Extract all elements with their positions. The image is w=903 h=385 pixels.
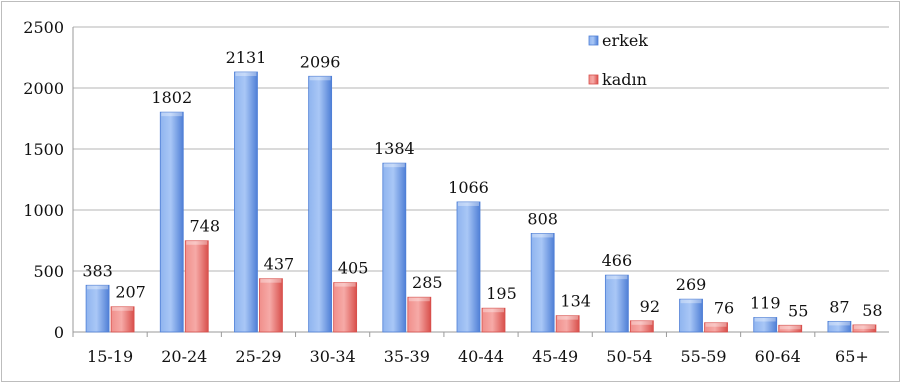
data-label-erkek: 383 xyxy=(82,261,113,280)
data-label-erkek: 119 xyxy=(750,293,781,312)
data-label-erkek: 2131 xyxy=(226,48,267,67)
bar-erkek-65+ xyxy=(827,320,852,333)
data-label-kadın: 748 xyxy=(189,217,220,236)
data-label-kadın: 92 xyxy=(640,297,660,316)
y-tick-label: 2000 xyxy=(23,79,64,98)
x-tick-label: 35-39 xyxy=(384,347,430,366)
bar-highlight xyxy=(260,278,282,283)
data-label-kadın: 405 xyxy=(338,259,369,278)
bar-highlight xyxy=(754,317,776,322)
bar-highlight xyxy=(161,112,183,117)
data-label-erkek: 1384 xyxy=(374,139,415,158)
x-tick-label: 30-34 xyxy=(310,347,356,366)
bar-highlight xyxy=(458,201,479,206)
bar-erkek-60-64 xyxy=(753,317,778,333)
bar-kadın-65+ xyxy=(852,324,877,333)
bar-highlight xyxy=(483,308,504,313)
data-label-erkek: 87 xyxy=(829,297,849,316)
x-tick-label: 15-19 xyxy=(87,347,133,366)
bar-erkek-40-44 xyxy=(456,201,481,333)
bar-highlight xyxy=(309,76,331,81)
legend-swatch-kadin xyxy=(588,74,599,85)
bar-highlight xyxy=(606,275,628,280)
data-label-kadın: 134 xyxy=(560,292,591,311)
bar-highlight xyxy=(186,240,208,245)
bar-highlight xyxy=(235,72,257,77)
y-tick-label: 0 xyxy=(54,323,64,342)
bar-kadın-60-64 xyxy=(778,324,803,333)
bar-erkek-45-49 xyxy=(530,233,555,333)
bar-highlight xyxy=(532,233,554,238)
axes: 0 500 1000 1500 2000 2500 15-19 20-24 25-29 30-34… xyxy=(23,18,889,366)
x-tick-label: 45-49 xyxy=(532,347,578,366)
bar-kadın-35-39 xyxy=(407,296,432,333)
bar-kadın-15-19 xyxy=(110,306,135,333)
legend-label-kadin: kadın xyxy=(602,70,647,89)
bar-kadın-55-59 xyxy=(704,322,728,333)
y-tick-label: 2500 xyxy=(23,18,64,37)
x-tick-label: 40-44 xyxy=(458,347,504,366)
x-tick-label: 65+ xyxy=(835,347,869,366)
y-tick-label: 500 xyxy=(33,262,64,281)
bar-erkek-30-34 xyxy=(308,75,333,333)
data-label-kadın: 437 xyxy=(264,255,295,274)
data-label-erkek: 808 xyxy=(527,209,558,228)
bar-kadın-25-29 xyxy=(259,278,283,333)
bar-erkek-20-24 xyxy=(159,111,184,333)
data-label-kadın: 55 xyxy=(788,301,808,320)
legend-swatch-erkek xyxy=(588,35,599,46)
bar-highlight xyxy=(779,325,801,330)
x-tick-label: 20-24 xyxy=(161,347,207,366)
y-tick-label: 1000 xyxy=(23,201,64,220)
bar-highlight xyxy=(112,306,134,311)
legend: erkek kadın xyxy=(588,31,648,89)
x-tick-label: 25-29 xyxy=(235,347,281,366)
bar-erkek-15-19 xyxy=(85,284,110,333)
bar-highlight xyxy=(680,299,702,304)
bar-erkek-50-54 xyxy=(604,274,629,333)
bar-highlight xyxy=(705,322,727,327)
bar-highlight xyxy=(828,321,850,326)
bar-kadın-50-54 xyxy=(629,320,654,333)
bar-kadın-45-49 xyxy=(555,315,580,333)
x-tick-label: 50-54 xyxy=(606,347,652,366)
y-tick-label: 1500 xyxy=(23,140,64,159)
bar-kadın-40-44 xyxy=(481,307,506,333)
bar-erkek-25-29 xyxy=(234,71,258,333)
data-label-erkek: 1802 xyxy=(151,88,192,107)
data-label-erkek: 269 xyxy=(676,275,707,294)
bar-highlight xyxy=(557,315,579,320)
bar-highlight xyxy=(853,324,875,329)
bar-kadın-30-34 xyxy=(333,282,358,333)
data-label-kadın: 195 xyxy=(486,284,517,303)
data-label-erkek: 2096 xyxy=(300,52,341,71)
bar-highlight xyxy=(87,285,109,290)
data-label-erkek: 466 xyxy=(602,251,633,270)
bar-erkek-35-39 xyxy=(382,162,407,333)
data-labels: 383 1802 2131 2096 1384 1066 808 466 269 119 87 207… xyxy=(82,48,882,320)
x-tick-label: 55-59 xyxy=(680,347,726,366)
bar-highlight xyxy=(408,297,430,302)
bar-erkek-55-59 xyxy=(679,298,703,333)
data-label-kadın: 76 xyxy=(714,299,734,318)
bar-highlight xyxy=(383,163,405,168)
data-label-erkek: 1066 xyxy=(448,178,489,197)
legend-label-erkek: erkek xyxy=(602,31,648,50)
data-label-kadın: 207 xyxy=(115,283,146,302)
data-label-kadın: 58 xyxy=(862,301,882,320)
bar-highlight xyxy=(631,320,653,325)
bar-kadın-20-24 xyxy=(184,240,209,333)
x-tick-label: 60-64 xyxy=(755,347,801,366)
bars xyxy=(85,71,877,333)
bar-highlight xyxy=(334,282,356,287)
data-label-kadın: 285 xyxy=(412,273,443,292)
